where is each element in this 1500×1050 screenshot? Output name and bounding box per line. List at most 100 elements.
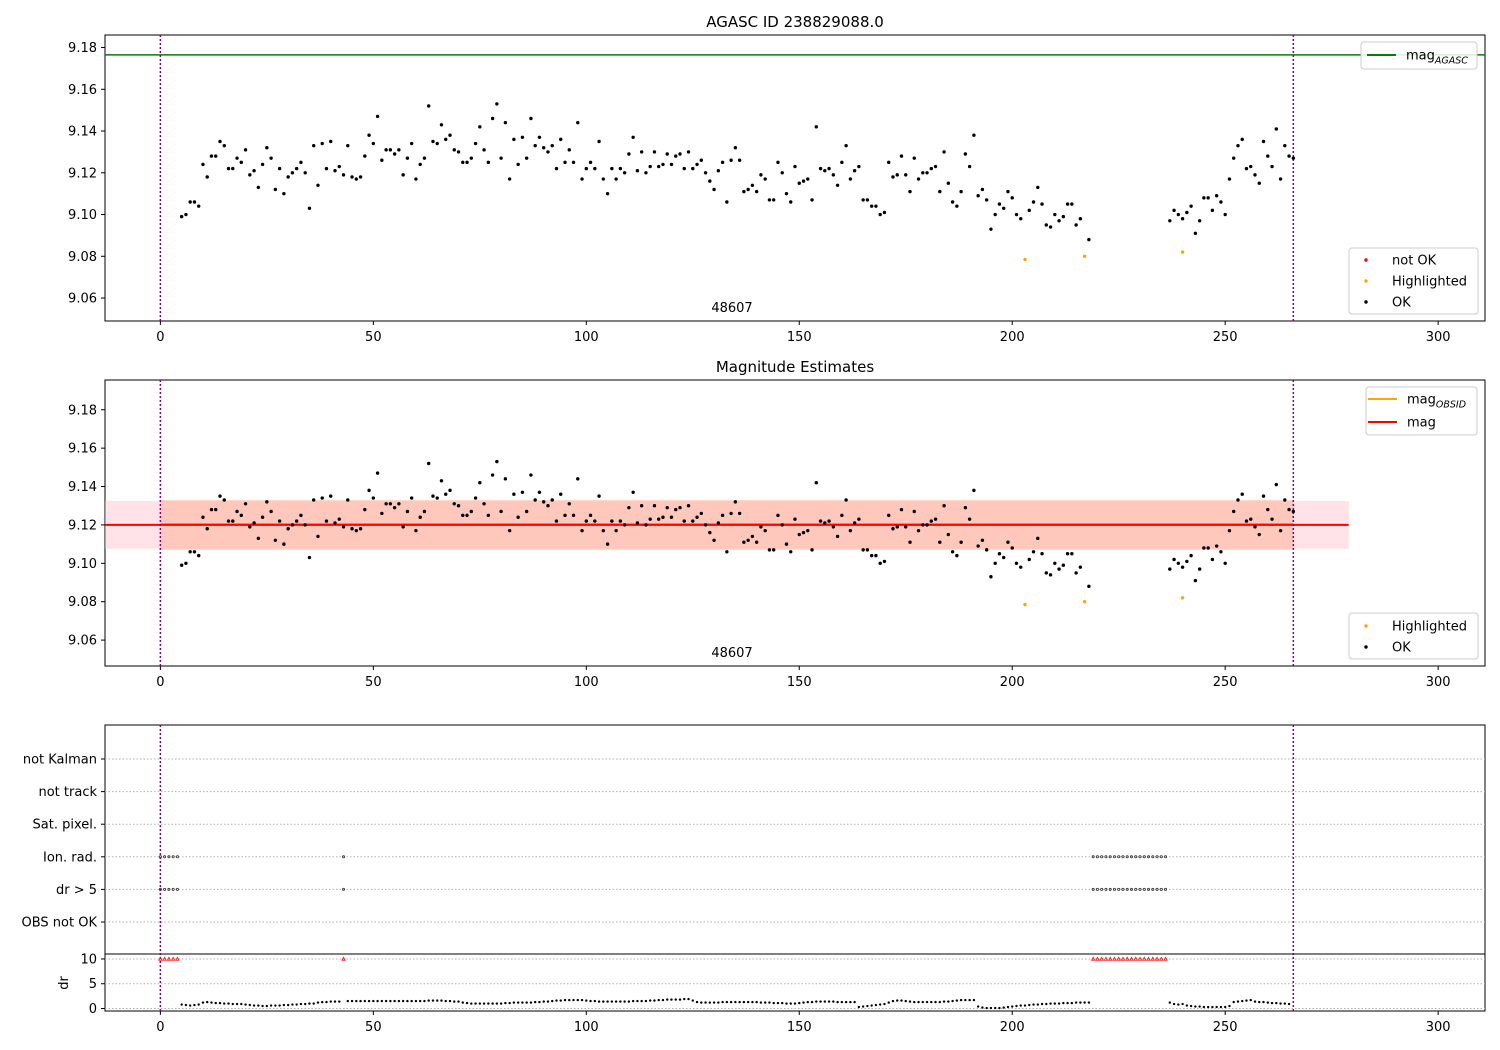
ok-point <box>827 166 831 171</box>
ok-point <box>733 146 738 150</box>
ok-point <box>1197 219 1202 223</box>
ok-point <box>299 160 303 165</box>
dr-point <box>614 1000 618 1003</box>
ok-point <box>375 471 380 475</box>
ok-point <box>789 550 793 554</box>
ok-point <box>818 519 823 523</box>
flag-marker <box>171 887 175 891</box>
flag-marker <box>1125 855 1129 859</box>
ok-point <box>963 152 968 156</box>
dr-point <box>384 999 388 1003</box>
ok-point <box>363 507 367 512</box>
flag-marker <box>342 887 346 891</box>
ok-point <box>759 525 763 529</box>
dr-point <box>653 999 656 1002</box>
ok-point <box>972 133 976 137</box>
x-tick-label: 200 <box>1000 675 1025 690</box>
flag-marker <box>1159 855 1163 859</box>
dr-point <box>1202 1005 1206 1009</box>
ok-point <box>997 552 1002 556</box>
ok-point <box>299 513 303 518</box>
ok-point <box>750 534 755 539</box>
ok-point <box>955 204 959 208</box>
highlighted-point <box>1023 257 1027 262</box>
ok-point <box>648 164 652 169</box>
ok-point <box>912 509 916 514</box>
dr-point <box>401 999 405 1003</box>
dr-point <box>678 998 682 1001</box>
x-tick-label: 300 <box>1426 1020 1451 1035</box>
ok-point <box>350 175 354 179</box>
ok-point <box>661 162 665 167</box>
dr-point <box>1228 1004 1231 1008</box>
ok-point <box>882 210 887 215</box>
ok-point <box>524 509 529 514</box>
dr-point <box>781 1001 784 1005</box>
ok-point <box>397 502 401 506</box>
ok-point <box>456 150 461 154</box>
ok-point <box>989 575 993 579</box>
dr-point <box>602 1000 605 1003</box>
dr-point <box>896 999 899 1002</box>
ok-point <box>789 200 793 204</box>
dr-point <box>431 999 435 1002</box>
dr-point <box>585 999 588 1002</box>
ok-point <box>878 561 882 566</box>
dr-clipped-marker <box>1154 956 1160 961</box>
dr-point <box>759 1001 763 1004</box>
ok-point <box>465 513 469 518</box>
ok-point <box>852 168 857 173</box>
dr-point <box>210 1001 213 1004</box>
legend-label-subscript: OBSID <box>1436 400 1466 411</box>
dr-point <box>286 1003 290 1007</box>
flag-marker <box>163 855 167 859</box>
ok-point <box>703 523 708 527</box>
dr-point <box>312 1002 315 1005</box>
x-tick-label: 50 <box>365 330 382 345</box>
dr-point <box>964 998 967 1002</box>
dr-point <box>231 1002 234 1006</box>
ok-point <box>1240 137 1244 142</box>
dr-point <box>214 1001 217 1005</box>
ok-point <box>1061 214 1066 219</box>
ok-point <box>861 548 865 552</box>
ok-point <box>1227 528 1232 533</box>
ok-point <box>904 525 908 529</box>
ok-point <box>448 488 452 493</box>
flag-marker <box>175 887 179 891</box>
ok-point <box>674 507 678 512</box>
dr-point <box>499 1002 503 1005</box>
ok-point <box>1185 559 1189 564</box>
ok-point <box>1040 202 1044 206</box>
dr-point <box>738 1000 741 1004</box>
dr-point <box>1283 1002 1287 1005</box>
ok-point <box>1176 561 1181 566</box>
dr-tick-label: 0 <box>89 1002 97 1017</box>
ok-point <box>622 523 627 527</box>
dr-point <box>648 999 652 1002</box>
ok-point <box>1180 565 1185 569</box>
ok-point <box>708 179 712 183</box>
ok-point <box>1002 555 1006 560</box>
dr-point <box>1223 1005 1227 1009</box>
ok-point <box>720 513 725 518</box>
ok-point <box>1031 550 1036 554</box>
dr-point <box>376 999 379 1003</box>
x-tick-label: 0 <box>156 330 164 345</box>
ok-point <box>938 540 942 544</box>
ok-point <box>703 171 708 175</box>
ok-point <box>865 198 870 202</box>
dr-clipped-marker <box>1090 956 1096 961</box>
ok-point <box>473 496 478 500</box>
dr-point <box>188 1004 192 1007</box>
flag-marker <box>1091 855 1095 859</box>
dr-clipped-marker <box>1103 956 1109 961</box>
dr-point <box>274 1004 277 1007</box>
ok-point <box>226 519 231 523</box>
dr-clipped-marker <box>1120 956 1126 961</box>
ok-point <box>503 477 508 481</box>
dr-point <box>329 1000 332 1003</box>
ok-point <box>772 198 776 202</box>
flag-marker <box>1142 887 1146 891</box>
ok-point <box>1180 217 1185 221</box>
